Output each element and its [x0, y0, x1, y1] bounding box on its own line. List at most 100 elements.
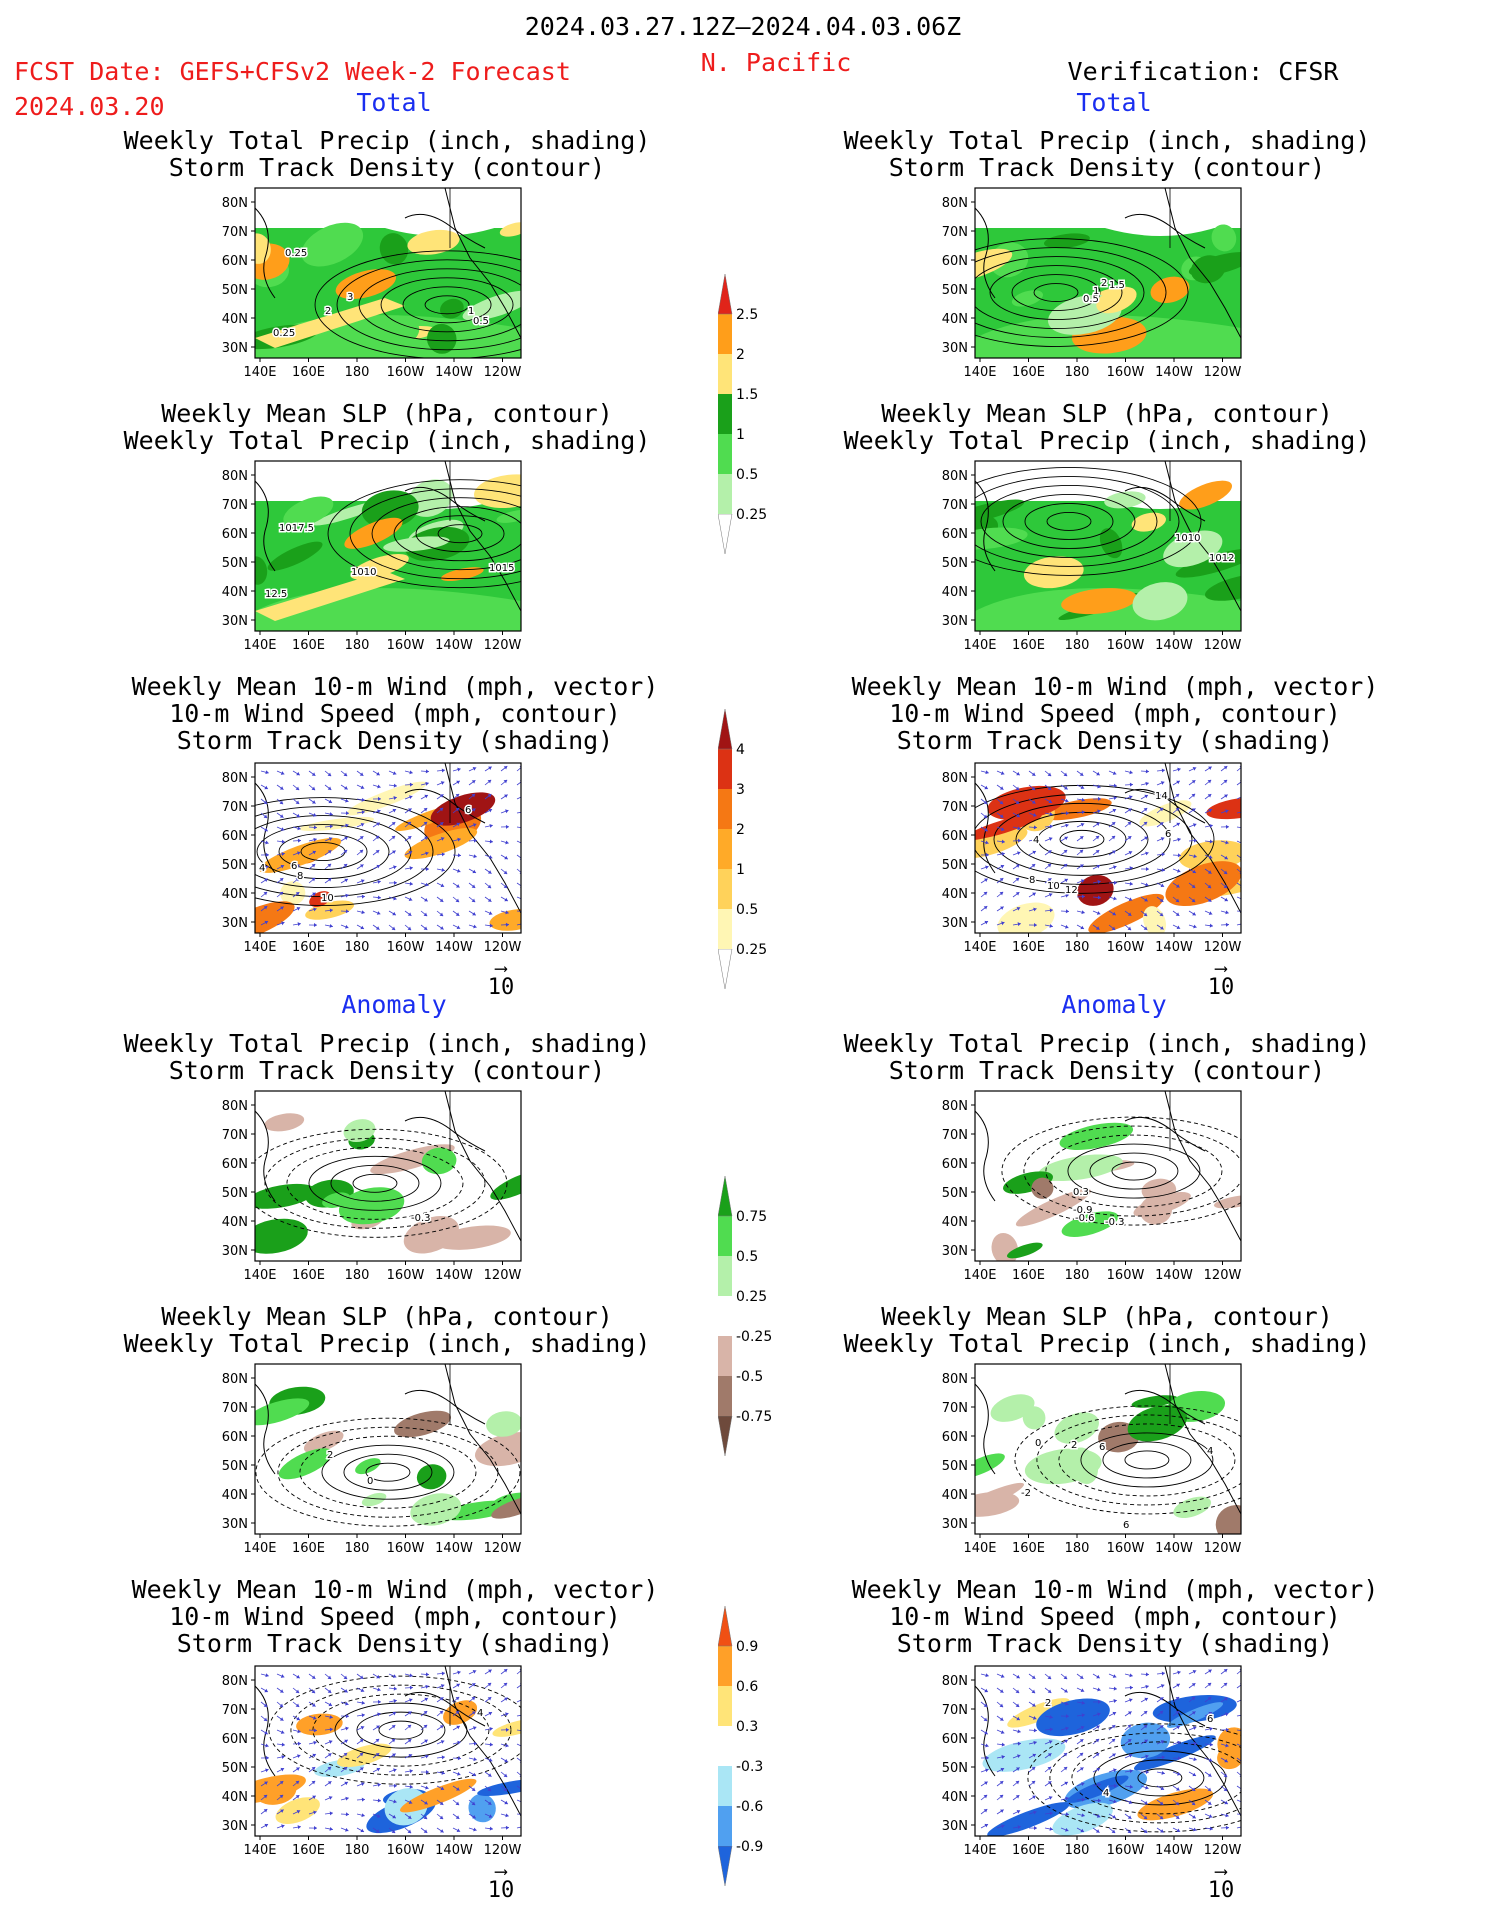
title-line: Storm Track Density (shading) — [176, 726, 614, 755]
lat-tick-label: 70N — [222, 1128, 248, 1143]
lon-tick-label: 160E — [292, 940, 325, 955]
title-line: 10-m Wind Speed (mph, contour) — [169, 699, 621, 728]
colorbar-tick-label: 2 — [736, 347, 745, 363]
colorbar-tick-label: 1 — [736, 862, 745, 878]
lat-tick-label: 50N — [222, 556, 248, 571]
title-line: Weekly Total Precip (inch, shading) — [123, 426, 651, 455]
lon-tick-label: 120W — [484, 365, 522, 380]
vector-ref-label: 10 — [487, 1878, 515, 1903]
contour-label: -2 — [1021, 1488, 1031, 1499]
contour-label: 1.5 — [1109, 280, 1125, 291]
colorbar-tick-label: 4 — [736, 742, 745, 758]
vector-ref-rp3: ⟶ 10 — [1203, 958, 1239, 1001]
lat-tick-label: 70N — [942, 1401, 968, 1416]
map-panel-rp3: 4 6 8 10 12 14 80N 70N 60N 50N 40N 30N 140E 160E 180 16… — [925, 753, 1261, 967]
lon-tick-label: 160E — [1012, 1268, 1045, 1283]
contour-label: -0.9 — [1073, 1205, 1093, 1216]
vector-ref-label: 10 — [1207, 1878, 1235, 1903]
lat-tick-label: 50N — [942, 858, 968, 873]
region-title: N. Pacific — [700, 48, 852, 77]
vector-ref-label: 10 — [1207, 975, 1235, 1000]
lon-tick-label: 160E — [292, 365, 325, 380]
contour-label: 2 — [327, 1450, 333, 1461]
lon-tick-label: 140E — [963, 940, 996, 955]
lat-tick-label: 30N — [222, 1244, 248, 1259]
lat-tick-label: 30N — [222, 1517, 248, 1532]
map-panel-lp1: 0.25 2 3 1 0.5 0.25 80N 70N 60N 50N 40N 30N 140E 160E… — [205, 178, 541, 392]
colorbar-svg: 2.5 2 1.5 1 0.5 0.25 — [717, 273, 767, 555]
map-svg: 0.512 1.5 80N 70N 60N 50N 40N 30N 140E 160E 180 160… — [942, 187, 1242, 380]
lat-tick-label: 80N — [942, 771, 968, 786]
vector-ref-label: 10 — [487, 975, 515, 1000]
contour-label: -0.3 — [411, 1213, 431, 1224]
contour-label: 8 — [1029, 875, 1035, 886]
lon-tick-label: 140E — [243, 1268, 276, 1283]
lon-tick-label: 140W — [1155, 365, 1193, 380]
map-panel-rp2: 1010 1012 80N 70N 60N 50N 40N 30N 140E 160E 180 160… — [925, 451, 1261, 665]
lon-tick-label: 160E — [1012, 365, 1045, 380]
lon-tick-label: 140W — [435, 1268, 473, 1283]
lon-tick-label: 140E — [243, 1541, 276, 1556]
lat-tick-label: 60N — [942, 1732, 968, 1747]
colorbar-tick-label: 0.25 — [736, 942, 767, 958]
title-line: Weekly Total Precip (inch, shading) — [843, 126, 1371, 155]
arrow-right-icon: ⟶ — [1215, 958, 1227, 979]
lat-tick-label: 50N — [222, 1459, 248, 1474]
lon-tick-label: 140E — [243, 638, 276, 653]
vector-ref-ra3: ⟶ 10 — [1203, 1861, 1239, 1904]
contour-label: 2 — [1071, 1440, 1077, 1451]
lon-tick-label: 140W — [435, 1843, 473, 1858]
map-svg: 4 6 8 10 12 14 80N 70N 60N 50N 40N 30N 140E 160E 180 16… — [942, 762, 1242, 955]
lat-tick-label: 30N — [222, 916, 248, 931]
lon-tick-label: 140W — [1155, 940, 1193, 955]
contour-label: -0.6 — [1075, 1213, 1095, 1224]
lat-tick-label: 70N — [222, 498, 248, 513]
vector-ref-la3: ⟶ 10 — [483, 1861, 519, 1904]
lon-tick-label: 140E — [963, 638, 996, 653]
lat-tick-label: 60N — [222, 527, 248, 542]
lon-tick-label: 140E — [963, 1541, 996, 1556]
lon-tick-label: 140E — [963, 1268, 996, 1283]
contour-label: 1017.5 — [279, 523, 314, 534]
lat-tick-label: 70N — [222, 225, 248, 240]
lat-tick-label: 30N — [222, 614, 248, 629]
contour-label: 2 — [1101, 278, 1107, 289]
contour-label: 4 — [1207, 1446, 1213, 1457]
lat-tick-label: 40N — [222, 1790, 248, 1805]
contour-label: 6 — [291, 861, 297, 872]
contour-label: 12 — [1065, 885, 1078, 896]
contour-label: 8 — [297, 871, 303, 882]
title-line: Weekly Total Precip (inch, shading) — [123, 126, 651, 155]
lat-tick-label: 80N — [222, 1372, 248, 1387]
lat-tick-label: 40N — [222, 312, 248, 327]
lon-tick-label: 160W — [387, 1843, 425, 1858]
colorbar-tick-label: -0.6 — [736, 1799, 763, 1815]
map-svg: 2 4 6 80N 70N 60N 50N 40N 30N 140E 160E 180 160W 140W… — [942, 1665, 1242, 1858]
lon-tick-label: 140E — [243, 365, 276, 380]
lon-tick-label: 160W — [387, 638, 425, 653]
arrow-right-icon: ⟶ — [495, 1861, 507, 1882]
lon-tick-label: 180 — [345, 638, 370, 653]
contour-label: 0.25 — [285, 248, 307, 259]
lon-tick-label: 180 — [1065, 1843, 1090, 1858]
arrow-right-icon: ⟶ — [495, 958, 507, 979]
arrow-right-icon: ⟶ — [1215, 1861, 1227, 1882]
lon-tick-label: 160W — [387, 365, 425, 380]
lat-tick-label: 50N — [222, 858, 248, 873]
contour-label: 0 — [1035, 1438, 1041, 1449]
lon-tick-label: 160E — [292, 1268, 325, 1283]
contour-label: 6 — [1123, 1520, 1129, 1531]
title-la2: Weekly Mean SLP (hPa, contour) Weekly To… — [124, 1303, 651, 1357]
lon-tick-label: 140W — [1155, 1268, 1193, 1283]
lat-tick-label: 60N — [942, 829, 968, 844]
map-panel-la3: 4 80N 70N 60N 50N 40N 30N 140E 160E 180 160W 140W 12… — [205, 1656, 541, 1870]
title-rp2: Weekly Mean SLP (hPa, contour) Weekly To… — [844, 400, 1371, 454]
lon-tick-label: 120W — [1204, 1541, 1242, 1556]
lon-tick-label: 160E — [292, 638, 325, 653]
lon-tick-label: 160W — [387, 1541, 425, 1556]
lon-tick-label: 140W — [435, 638, 473, 653]
lat-tick-label: 80N — [222, 469, 248, 484]
title-line: Weekly Total Precip (inch, shading) — [843, 426, 1371, 455]
contour-label: 0.3 — [1073, 1187, 1089, 1198]
lat-tick-label: 40N — [942, 1488, 968, 1503]
